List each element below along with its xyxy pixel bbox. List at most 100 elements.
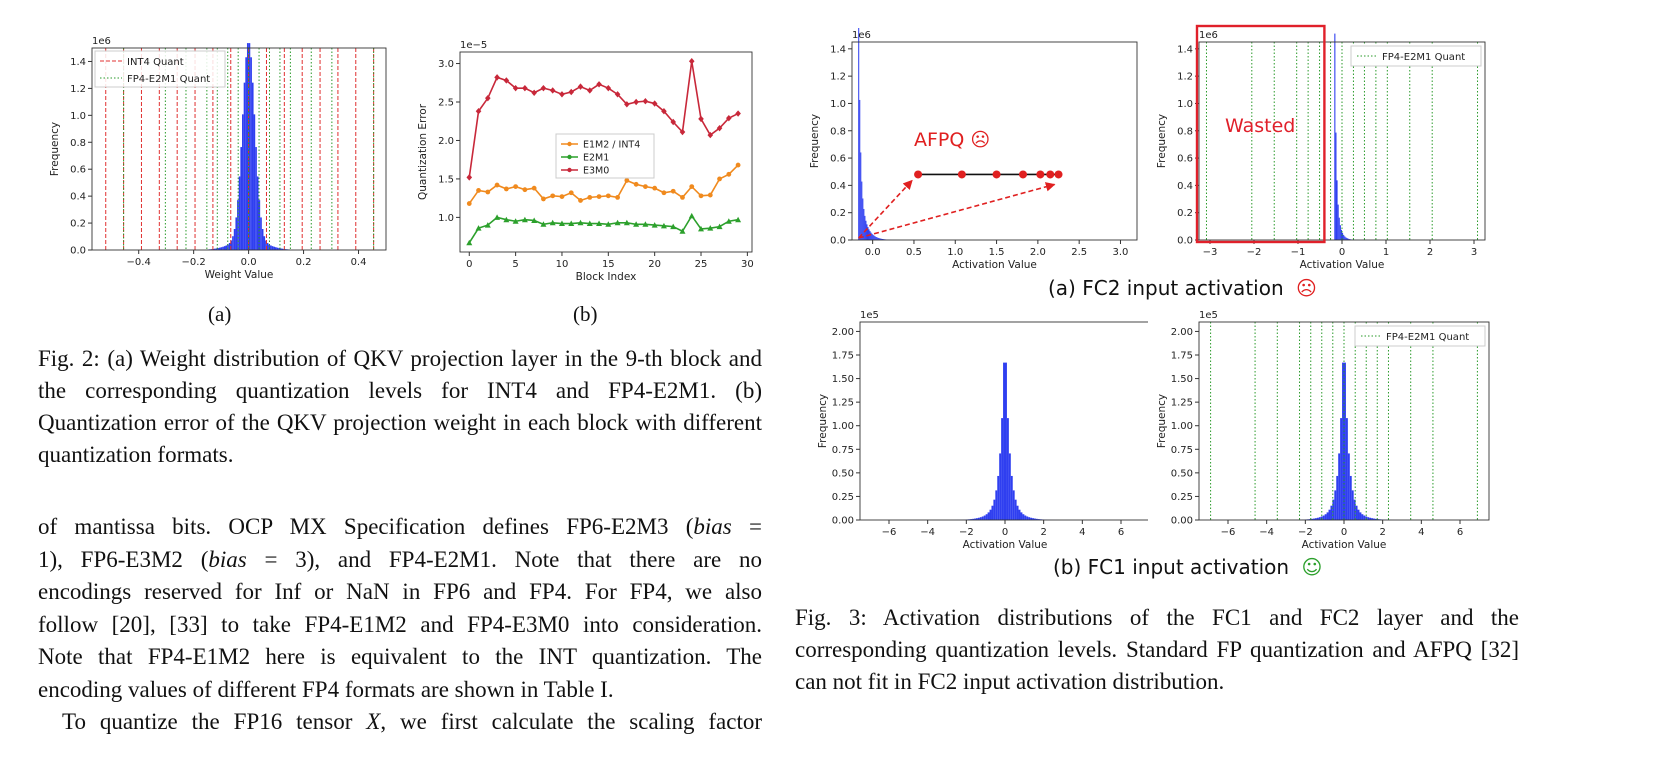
- series-line-1: [468, 214, 739, 244]
- y-tick-label: 1.2: [830, 72, 846, 83]
- histogram-bar: [1342, 232, 1344, 240]
- fig2b-quant-error-chart: 0 5 10 15 20 25 30 1.0 1.5 2.0 2.5 3.0 Block Index Qu…: [417, 40, 754, 283]
- y-axis-label: Frequency: [1156, 394, 1168, 448]
- histogram-bar: [1001, 418, 1004, 520]
- histogram-bar: [972, 518, 975, 520]
- afpq-point: [1054, 170, 1063, 179]
- data-point: [476, 188, 481, 193]
- histogram-bar: [1334, 33, 1336, 241]
- histogram-bar: [976, 518, 978, 520]
- histogram-bar: [1309, 519, 1312, 520]
- histogram-bar: [1318, 517, 1321, 520]
- x-tick-label: 0: [1002, 527, 1008, 538]
- histogram-bar: [993, 499, 996, 520]
- x-axis-label: Activation Value: [1300, 259, 1385, 271]
- afpq-point: [1036, 170, 1045, 179]
- histogram-bar: [235, 217, 238, 250]
- legend-label: E3M0: [583, 166, 609, 177]
- histogram-bar: [1344, 362, 1346, 520]
- data-point: [540, 84, 547, 92]
- y-tick-label: 0.25: [1171, 492, 1193, 503]
- histogram-bar: [240, 147, 243, 250]
- legend-label-fp4: FP4-E2M1 Quant: [1382, 52, 1465, 63]
- histogram-bar: [1311, 518, 1314, 520]
- histogram-bar: [876, 237, 878, 240]
- histogram-bar: [279, 248, 282, 250]
- data-point: [466, 239, 473, 246]
- histogram-bar: [872, 234, 874, 240]
- body-line: Note that FP4-E1M2 here is equivalent to…: [38, 644, 762, 669]
- histogram-bar: [858, 28, 860, 240]
- histogram-bar: [263, 236, 266, 250]
- histogram-bar: [220, 247, 223, 250]
- body-line: follow [20], [33] to take FP4-E1M2 and F…: [38, 611, 762, 637]
- histogram-bar: [878, 238, 880, 240]
- histogram-bar: [859, 99, 861, 240]
- afpq-point: [1046, 170, 1055, 179]
- histogram-bar: [228, 242, 231, 250]
- y-tick-label: 1.2: [70, 84, 86, 95]
- afpq-point: [957, 170, 966, 179]
- data-point: [494, 182, 500, 188]
- x-tick-label: 0: [466, 259, 472, 270]
- histogram-bar: [989, 509, 992, 520]
- y-tick-label: 1.25: [1171, 398, 1193, 409]
- histogram-bar: [1371, 518, 1373, 520]
- axis-exponent: 1e5: [860, 310, 879, 321]
- histogram-bar: [1022, 514, 1025, 520]
- histogram-bar: [1330, 505, 1333, 520]
- data-point: [549, 219, 556, 226]
- wasted-region-box: [1195, 24, 1326, 244]
- histogram-bar: [1373, 518, 1375, 520]
- data-point: [707, 131, 714, 139]
- plot-frame: [459, 51, 753, 253]
- data-point: [633, 98, 639, 106]
- data-point: [726, 114, 732, 122]
- y-tick-label: 1.4: [1177, 44, 1193, 55]
- data-point: [716, 124, 723, 132]
- y-tick-label: 0.2: [1177, 208, 1193, 219]
- data-point: [725, 218, 732, 224]
- histogram-bar: [248, 43, 251, 250]
- legend-label-fp4: FP4-E2M1 Quant: [1386, 332, 1469, 343]
- histogram-bar: [225, 245, 228, 250]
- histogram-bar: [1351, 490, 1354, 520]
- histogram-bar: [255, 147, 257, 250]
- histogram-bar: [1026, 516, 1029, 520]
- data-point: [680, 194, 685, 200]
- histogram-bar: [999, 453, 1002, 520]
- x-tick-label: 2: [1379, 527, 1385, 538]
- histogram-bar: [1367, 517, 1370, 520]
- data-point: [707, 225, 714, 231]
- histogram-bar: [256, 176, 259, 250]
- data-point: [623, 219, 630, 226]
- y-tick-label: 0.50: [1171, 468, 1193, 479]
- x-tick-label: 15: [602, 259, 615, 270]
- data-point: [559, 91, 565, 98]
- data-point: [624, 101, 630, 108]
- y-tick-label: 0.0: [1177, 236, 1193, 247]
- data-point: [466, 174, 473, 181]
- histogram-bar: [1345, 237, 1347, 240]
- y-tick-label: 1.00: [832, 421, 854, 432]
- data-point: [568, 190, 574, 196]
- body-line: of mantissa bits. OCP MX Specification d…: [38, 514, 762, 539]
- histogram-bar: [1353, 499, 1356, 520]
- x-tick-label: 0.4: [351, 257, 367, 268]
- histogram-bar: [253, 114, 256, 250]
- y-tick-label: 0.25: [832, 492, 854, 503]
- axis-exponent: 1e6: [1199, 30, 1218, 41]
- data-point: [614, 219, 621, 226]
- data-point: [531, 89, 537, 96]
- histogram-bar: [1008, 453, 1011, 520]
- x-tick-label: −6: [1221, 527, 1236, 538]
- histogram-bar: [1024, 515, 1027, 520]
- data-point: [596, 194, 602, 200]
- y-tick-label: 0.8: [830, 126, 846, 137]
- histogram-bar: [242, 114, 244, 250]
- data-point: [494, 74, 500, 81]
- data-point: [670, 118, 677, 126]
- y-tick-label: 2.5: [438, 98, 454, 109]
- data-point: [670, 223, 677, 230]
- data-point: [726, 171, 732, 177]
